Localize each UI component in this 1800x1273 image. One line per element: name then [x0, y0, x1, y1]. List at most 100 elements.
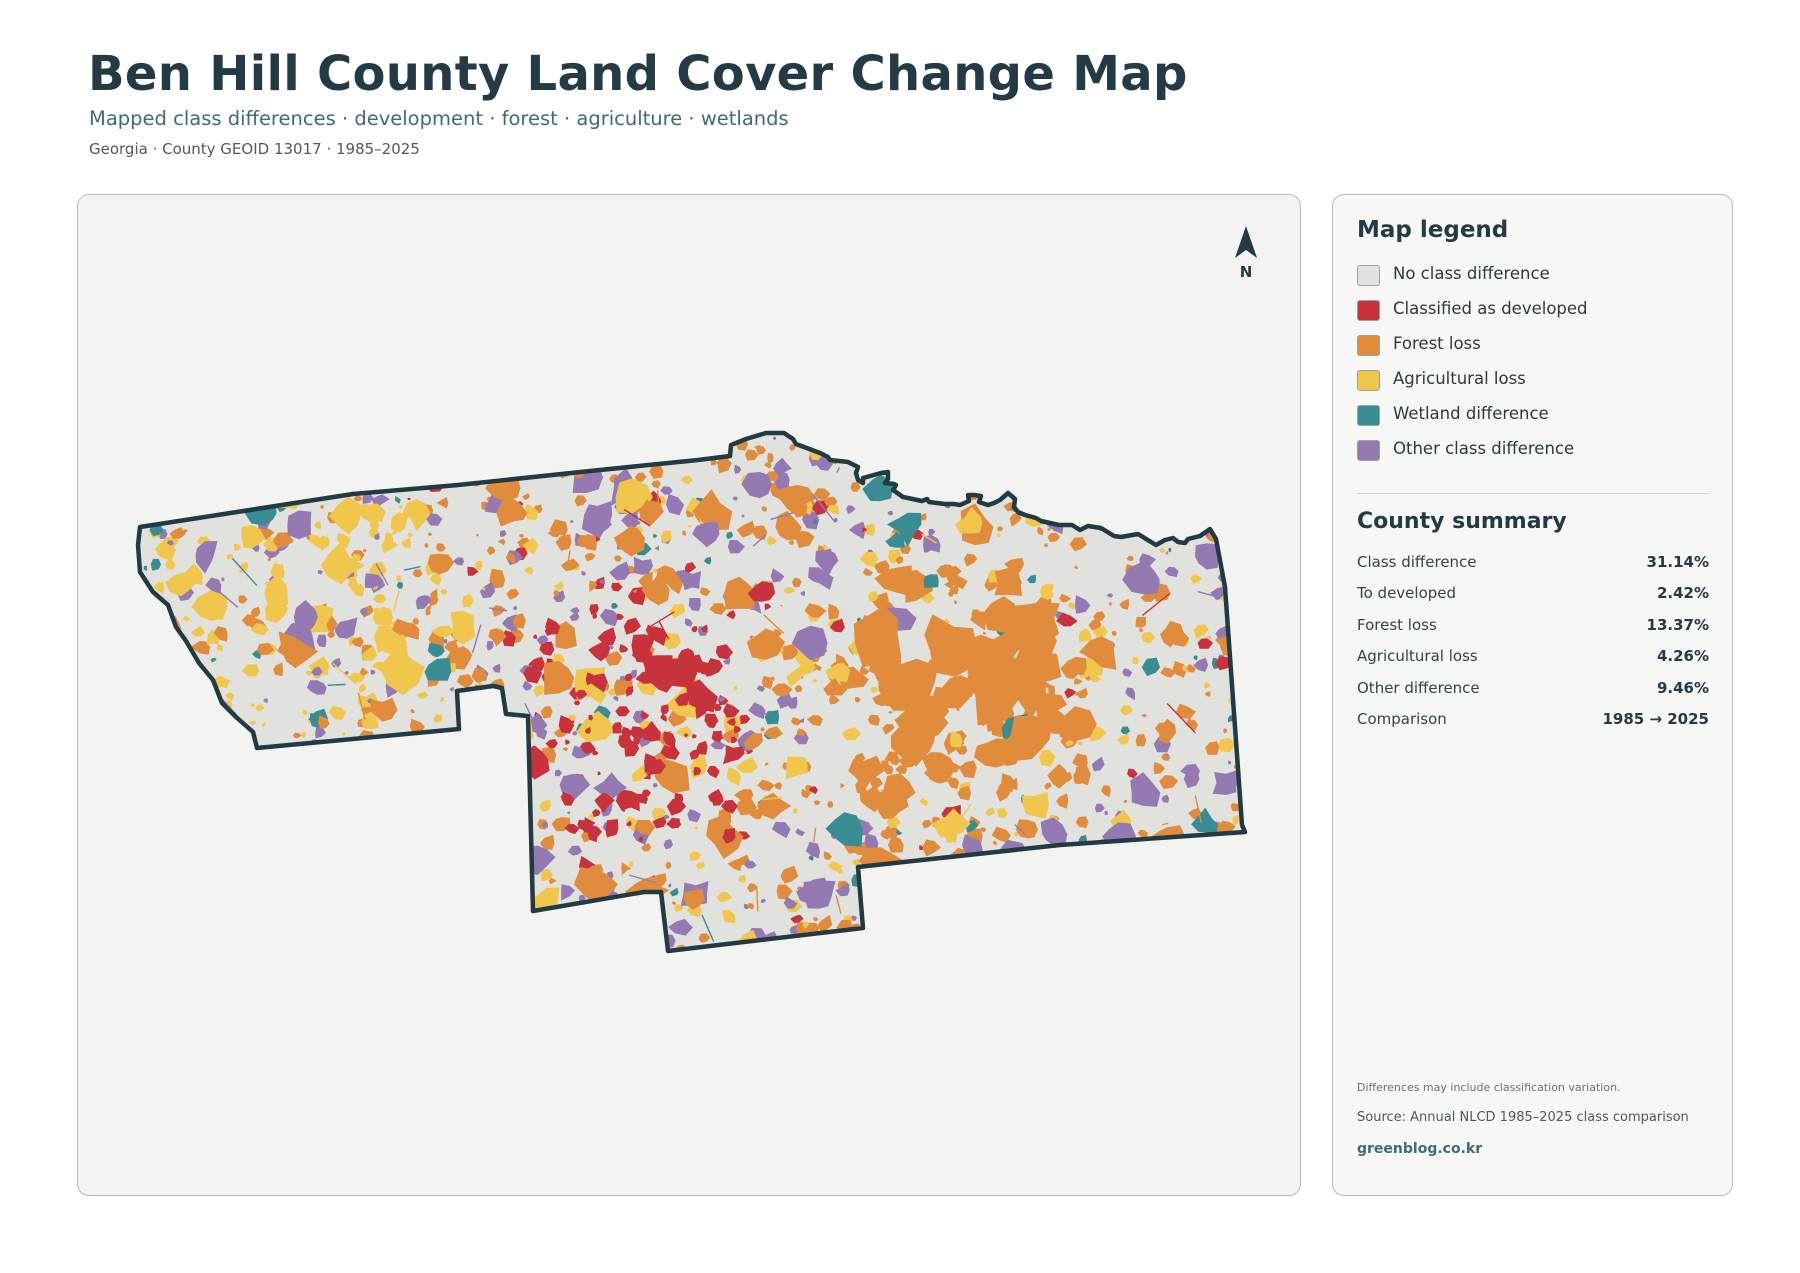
land-cover-patch [238, 934, 250, 950]
land-cover-patch [353, 495, 363, 502]
land-cover-patch [337, 449, 353, 463]
land-cover-patch [960, 931, 977, 945]
land-cover-patch [714, 703, 722, 712]
land-cover-patch [210, 657, 217, 663]
land-cover-patch [754, 445, 762, 451]
linear-change-feature [762, 796, 782, 801]
land-cover-patch [536, 635, 549, 645]
land-cover-patch [904, 455, 920, 470]
land-cover-patch [1075, 816, 1089, 829]
land-cover-patch [509, 823, 529, 843]
land-cover-patch [1111, 630, 1117, 636]
land-cover-patch [1231, 882, 1238, 890]
land-cover-patch [392, 530, 397, 535]
land-cover-patch [291, 912, 307, 928]
land-cover-patch [317, 570, 323, 575]
land-cover-patch [501, 630, 516, 647]
land-cover-patch [365, 800, 394, 823]
land-cover-patch [522, 493, 531, 500]
land-cover-patch [677, 670, 686, 678]
land-cover-patch [1223, 885, 1230, 892]
land-cover-patch [1193, 865, 1204, 876]
land-cover-patch [265, 599, 289, 624]
land-cover-patch [167, 880, 179, 893]
county-map[interactable] [78, 195, 1301, 1196]
map-panel[interactable] [77, 194, 1301, 1196]
land-cover-patch [452, 557, 465, 566]
land-cover-patch [721, 799, 738, 814]
summary-value: 1985 → 2025 [1602, 709, 1709, 728]
summary-row-to-developed: To developed 2.42% [1357, 584, 1709, 615]
land-cover-patch [1218, 433, 1224, 442]
land-cover-patch [706, 658, 723, 677]
site-link[interactable]: greenblog.co.kr [1357, 1141, 1483, 1157]
land-cover-patch [887, 455, 899, 468]
land-cover-patch [195, 541, 218, 574]
land-cover-patch [971, 609, 982, 620]
land-cover-patch [651, 480, 661, 489]
land-cover-patch [515, 920, 526, 931]
land-cover-patch [987, 461, 997, 469]
land-cover-patch [142, 612, 150, 622]
land-cover-patch [1176, 469, 1183, 476]
land-cover-patch [1147, 439, 1166, 455]
land-cover-patch [1060, 656, 1087, 679]
land-cover-patch [854, 696, 861, 703]
land-cover-patch [521, 743, 525, 747]
land-cover-patch [861, 527, 868, 533]
linear-change-feature [658, 620, 670, 640]
land-cover-patch [1041, 882, 1057, 897]
land-cover-patch [924, 614, 977, 677]
land-cover-patch [327, 630, 335, 639]
land-cover-patch [1120, 477, 1132, 485]
land-cover-patch [169, 527, 186, 539]
land-cover-patch [320, 541, 365, 585]
land-cover-patch [500, 724, 516, 741]
land-cover-patch [666, 799, 687, 816]
land-cover-patch [547, 528, 562, 538]
land-cover-patch [215, 893, 230, 911]
land-cover-patch [179, 932, 190, 945]
land-cover-patch [939, 675, 975, 709]
land-cover-patch [520, 941, 532, 951]
land-cover-patch [182, 563, 203, 586]
land-cover-patch [570, 447, 577, 454]
linear-change-feature [933, 468, 943, 491]
land-cover-patch [984, 596, 1016, 633]
land-cover-patch [325, 896, 345, 911]
land-cover-patch [1148, 857, 1156, 864]
land-cover-patch [250, 703, 256, 708]
land-cover-patch [1078, 628, 1092, 642]
land-cover-patch [444, 872, 452, 881]
land-cover-patch [1026, 574, 1036, 584]
land-cover-patch [966, 463, 974, 471]
land-cover-patch [506, 551, 516, 565]
land-cover-patch [336, 814, 350, 825]
land-cover-patch [304, 847, 322, 861]
land-cover-patch [561, 558, 580, 572]
land-cover-patch [982, 882, 991, 892]
land-cover-patch [681, 433, 693, 447]
land-cover-patch [273, 880, 284, 896]
linear-change-feature [752, 534, 767, 547]
linear-change-feature [1141, 593, 1170, 617]
land-cover-patch [1232, 815, 1240, 825]
land-cover-patch [698, 935, 709, 943]
land-cover-patch [567, 437, 584, 453]
land-cover-patch [802, 920, 809, 929]
land-cover-patch [540, 452, 552, 461]
land-cover-patch [470, 827, 477, 834]
land-cover-patch [318, 715, 330, 729]
land-cover-patch [440, 696, 445, 703]
land-cover-patch [792, 577, 802, 588]
land-cover-patch [885, 882, 890, 887]
land-cover-patch [1203, 682, 1212, 690]
land-cover-patch [396, 581, 403, 589]
land-cover-patch [1090, 914, 1106, 931]
land-cover-patch [700, 587, 711, 596]
land-cover-patch [183, 821, 201, 842]
land-cover-patch [1099, 915, 1105, 921]
land-cover-patch [773, 457, 792, 476]
legend-item-wetland: Wetland difference [1357, 404, 1697, 440]
land-cover-patch [1092, 625, 1108, 637]
